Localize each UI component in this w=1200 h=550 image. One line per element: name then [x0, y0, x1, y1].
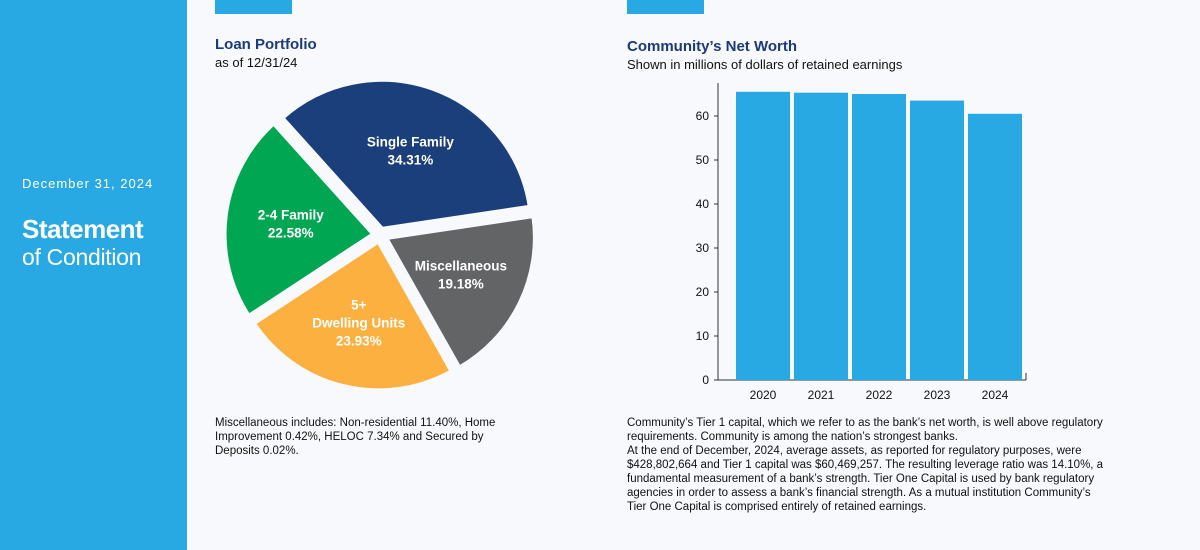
pie-slice-single-family [279, 76, 533, 232]
pie-slice-5-dwelling-units [250, 238, 455, 394]
x-tick-label-2022: 2022 [866, 388, 893, 402]
bar-2020 [736, 91, 790, 381]
loan-portfolio-footnote: Miscellaneous includes: Non-residential … [215, 417, 496, 457]
pie-slice-miscellaneous [382, 213, 538, 371]
net-worth-subtitle: Shown in millions of dollars of retained… [627, 57, 903, 72]
x-tick-label-2023: 2023 [924, 388, 951, 402]
net-worth-paragraph-1: Community’s Tier 1 capital, which we ref… [627, 417, 1103, 443]
pie-label-2-4-family: 2-4 Family 22.58% [258, 207, 325, 240]
loan-portfolio-title: Loan Portfolio [215, 36, 317, 53]
bar-2024 [968, 113, 1022, 381]
page-title-light: of Condition [22, 244, 142, 270]
x-tick-label-2024: 2024 [982, 388, 1009, 402]
y-tick-label: 40 [696, 197, 710, 211]
accent-bar-right [627, 0, 704, 14]
pie-label-single-family: Single Family 34.31% [367, 134, 455, 167]
y-tick-label: 0 [702, 373, 709, 387]
y-tick-label: 20 [696, 285, 710, 299]
bar-2023 [910, 100, 964, 380]
y-tick-label: 50 [696, 153, 710, 167]
sidebar: December 31, 2024 Statement of Condition [0, 0, 187, 550]
pie-slice-2-4-family [221, 120, 377, 320]
page-title-bold: Statement [22, 214, 144, 244]
y-tick-label: 60 [696, 109, 710, 123]
x-tick-label-2020: 2020 [750, 388, 777, 402]
bar-2022 [852, 94, 906, 380]
report-date: December 31, 2024 [22, 176, 154, 191]
net-worth-bar-chart: 0 10 20 30 40 50 60 2020 2021 2022 2023 2024 [696, 83, 1027, 402]
y-tick-label: 30 [696, 241, 710, 255]
net-worth-title: Community’s Net Worth [627, 38, 798, 55]
x-tick-label-2021: 2021 [808, 388, 835, 402]
bar-2021 [794, 92, 848, 381]
accent-bar-left [215, 0, 292, 14]
net-worth-paragraph-2: At the end of December, 2024, average as… [627, 445, 1104, 513]
pie-label-5-dwelling-units: 5+ Dwelling Units 23.93% [312, 297, 405, 348]
y-tick-label: 10 [696, 329, 710, 343]
loan-portfolio-pie-chart: Single Family 34.31% Miscellaneous 19.18% 5+… [221, 76, 538, 394]
net-worth-description: Community’s Tier 1 capital, which we ref… [627, 416, 1107, 514]
pie-label-miscellaneous: Miscellaneous 19.18% [415, 259, 507, 292]
loan-portfolio-subtitle: as of 12/31/24 [215, 55, 298, 70]
